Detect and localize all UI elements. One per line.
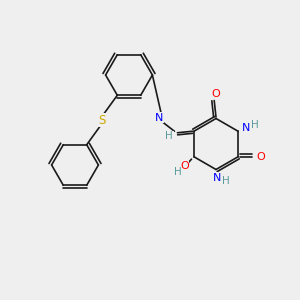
Text: S: S <box>98 113 106 127</box>
Text: O: O <box>180 161 189 171</box>
Text: N: N <box>155 113 164 123</box>
Text: H: H <box>222 176 230 187</box>
Text: H: H <box>173 167 181 177</box>
Text: O: O <box>256 152 265 162</box>
Text: H: H <box>251 120 259 130</box>
Text: H: H <box>165 131 173 141</box>
Text: O: O <box>212 88 220 99</box>
Text: N: N <box>242 123 251 133</box>
Text: N: N <box>213 173 222 183</box>
